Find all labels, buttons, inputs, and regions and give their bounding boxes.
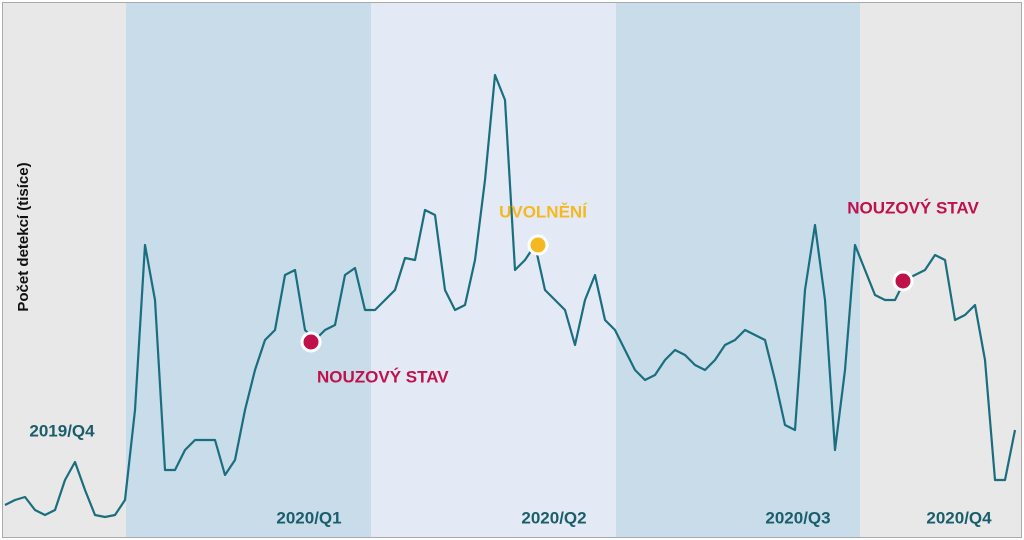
annotation-marker <box>300 331 322 353</box>
period-label: 2020/Q4 <box>926 508 992 527</box>
annotation-label: NOUZOVÝ STAV <box>317 367 449 386</box>
period-label: 2020/Q3 <box>765 508 830 527</box>
period-label: 2019/Q4 <box>29 421 95 440</box>
period-band <box>860 3 1021 537</box>
annotation-label: NOUZOVÝ STAV <box>847 198 979 217</box>
period-label: 2020/Q1 <box>276 508 341 527</box>
data-line <box>4 73 1017 519</box>
y-axis-label: Počet detekcí (tisíce) <box>15 162 32 311</box>
annotation-marker <box>527 234 549 256</box>
period-band <box>126 3 371 537</box>
period-label: 2020/Q2 <box>521 508 586 527</box>
period-band <box>616 3 860 537</box>
annotation-label: UVOLNĚNÍ <box>499 202 588 221</box>
period-band <box>3 3 126 537</box>
annotation-marker <box>892 270 914 292</box>
